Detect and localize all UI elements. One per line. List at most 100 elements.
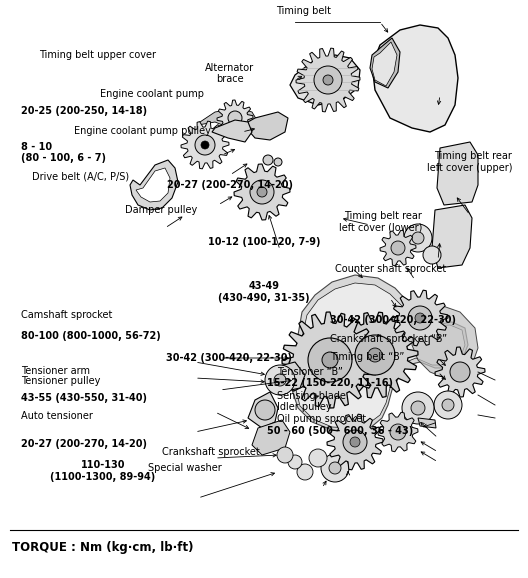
Circle shape [201, 141, 209, 149]
Circle shape [368, 348, 382, 362]
Circle shape [277, 447, 293, 463]
Polygon shape [418, 418, 436, 428]
Text: Timing belt “B”: Timing belt “B” [330, 352, 404, 362]
Circle shape [408, 306, 432, 330]
Circle shape [329, 462, 341, 474]
Text: Timing belt upper cover: Timing belt upper cover [39, 50, 156, 60]
Circle shape [402, 392, 434, 424]
Polygon shape [372, 25, 458, 132]
Polygon shape [248, 112, 288, 140]
Circle shape [228, 111, 242, 125]
Circle shape [309, 449, 327, 467]
Polygon shape [282, 312, 378, 408]
Text: Timing belt rear
left cover (upper): Timing belt rear left cover (upper) [427, 151, 512, 173]
Circle shape [288, 455, 302, 469]
Text: Tensioner “B”: Tensioner “B” [277, 367, 343, 377]
Text: Oil pump sprocket: Oil pump sprocket [277, 414, 366, 424]
Text: Tensioner pulley: Tensioner pulley [21, 376, 100, 387]
Text: Counter shaft sprocket: Counter shaft sprocket [335, 264, 447, 275]
Polygon shape [130, 160, 178, 210]
Circle shape [265, 365, 295, 395]
Circle shape [297, 464, 313, 480]
Text: Damper pulley: Damper pulley [125, 205, 197, 215]
Polygon shape [392, 290, 448, 346]
Polygon shape [412, 305, 478, 378]
Text: Engine coolant pump: Engine coolant pump [100, 88, 204, 99]
Circle shape [428, 251, 436, 259]
Polygon shape [217, 100, 253, 136]
Polygon shape [248, 392, 278, 428]
Polygon shape [136, 168, 170, 202]
Polygon shape [435, 347, 485, 397]
Circle shape [412, 232, 424, 244]
Text: 30-42 (300-420, 22-30): 30-42 (300-420, 22-30) [166, 353, 293, 364]
Polygon shape [327, 414, 383, 470]
Polygon shape [378, 412, 418, 452]
Polygon shape [437, 142, 478, 205]
Circle shape [450, 362, 470, 382]
Circle shape [355, 335, 395, 375]
Text: Alternator
brace: Alternator brace [205, 62, 254, 84]
Text: 43-55 (430-550, 31-40): 43-55 (430-550, 31-40) [21, 392, 147, 403]
Text: Sensing blade: Sensing blade [277, 391, 346, 401]
Circle shape [391, 241, 405, 255]
Text: Special washer: Special washer [148, 462, 222, 473]
Text: 20-27 (200-270, 14-20): 20-27 (200-270, 14-20) [21, 439, 147, 449]
Text: 43-49
(430-490, 31-35): 43-49 (430-490, 31-35) [218, 281, 310, 303]
Polygon shape [380, 230, 416, 266]
Polygon shape [268, 362, 305, 392]
Circle shape [423, 246, 441, 264]
Text: Timing belt rear
left cover (lower): Timing belt rear left cover (lower) [339, 210, 422, 232]
Circle shape [404, 224, 432, 252]
Circle shape [323, 75, 333, 85]
Circle shape [434, 391, 462, 419]
Text: Engine coolant pump pulley: Engine coolant pump pulley [74, 126, 211, 136]
Polygon shape [292, 275, 468, 432]
Polygon shape [290, 55, 360, 105]
Circle shape [255, 400, 275, 420]
Circle shape [343, 430, 367, 454]
Circle shape [322, 352, 338, 368]
Text: Crankshaft sprocket: Crankshaft sprocket [162, 447, 260, 457]
Circle shape [263, 155, 273, 165]
Circle shape [390, 424, 406, 440]
Text: Auto tensioner: Auto tensioner [21, 411, 93, 421]
Circle shape [314, 66, 342, 94]
Polygon shape [370, 38, 400, 88]
Circle shape [274, 158, 282, 166]
Circle shape [257, 187, 267, 197]
Polygon shape [296, 283, 465, 428]
Text: 10-12 (100-120, 7-9): 10-12 (100-120, 7-9) [208, 237, 320, 247]
Text: 15-22 (150-220, 11-16): 15-22 (150-220, 11-16) [267, 378, 393, 388]
Circle shape [250, 180, 274, 204]
Circle shape [321, 454, 349, 482]
Text: 20-25 (200-250, 14-18): 20-25 (200-250, 14-18) [21, 106, 147, 116]
Circle shape [415, 313, 425, 323]
Text: Timing belt: Timing belt [276, 6, 331, 16]
Circle shape [442, 399, 454, 411]
Text: 110-130
(1100-1300, 89-94): 110-130 (1100-1300, 89-94) [50, 460, 156, 482]
Circle shape [350, 437, 360, 447]
Text: Idler pulley: Idler pulley [277, 402, 332, 413]
Circle shape [411, 401, 425, 415]
Text: 20-27 (200-270, 14-20): 20-27 (200-270, 14-20) [167, 180, 293, 190]
Text: Tensioner arm: Tensioner arm [21, 366, 90, 376]
Text: Drive belt (A/C, P/S): Drive belt (A/C, P/S) [32, 171, 129, 181]
Circle shape [195, 135, 215, 155]
Text: 80-100 (800-1000, 56-72): 80-100 (800-1000, 56-72) [21, 331, 161, 342]
Text: 50 - 60 (500 - 600, 36 - 43): 50 - 60 (500 - 600, 36 - 43) [267, 426, 413, 436]
Polygon shape [432, 205, 472, 268]
Polygon shape [296, 48, 360, 112]
Text: Camshaft sprocket: Camshaft sprocket [21, 310, 112, 320]
Text: 8 - 10
(80 - 100, 6 - 7): 8 - 10 (80 - 100, 6 - 7) [21, 142, 106, 164]
Polygon shape [372, 42, 397, 86]
Text: 30-42 (300-420, 22-30): 30-42 (300-420, 22-30) [330, 314, 456, 325]
Text: Crankshaft sprocket “B”: Crankshaft sprocket “B” [330, 334, 447, 344]
Polygon shape [332, 312, 418, 398]
Text: TORQUE : Nm (kg·cm, lb·ft): TORQUE : Nm (kg·cm, lb·ft) [12, 542, 193, 554]
Polygon shape [212, 120, 252, 142]
Polygon shape [181, 121, 229, 169]
Circle shape [308, 338, 352, 382]
Polygon shape [198, 108, 258, 132]
Polygon shape [234, 164, 290, 220]
